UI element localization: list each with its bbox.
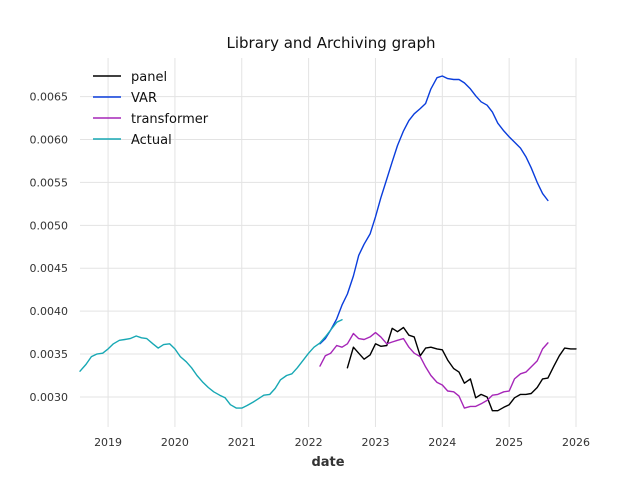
legend: panel VAR transformer Actual <box>93 70 209 148</box>
y-tick-label: 0.0065 <box>30 91 69 104</box>
series-line-panel <box>346 326 577 412</box>
x-tick-label: 2020 <box>161 436 189 449</box>
x-tick-label: 2023 <box>361 436 389 449</box>
series-lines <box>79 75 577 412</box>
x-tick-label: 2024 <box>428 436 456 449</box>
chart-title: Library and Archiving graph <box>227 34 436 52</box>
x-tick-label: 2021 <box>228 436 256 449</box>
legend-label: panel <box>131 70 167 85</box>
grid <box>80 58 577 427</box>
y-tick-label: 0.0045 <box>30 262 69 275</box>
y-tick-label: 0.0030 <box>30 391 69 404</box>
y-axis-ticks: 0.0030 0.0035 0.0040 0.0045 0.0050 0.0055 0.00… <box>30 91 69 404</box>
series-line-var <box>319 75 549 345</box>
x-axis-ticks: 2019 2020 2021 2022 2023 2024 2025 2026 <box>94 436 590 449</box>
y-tick-label: 0.0060 <box>30 134 69 147</box>
series-line-actual <box>79 319 343 409</box>
x-axis-label: date <box>311 455 344 470</box>
y-tick-label: 0.0040 <box>30 305 69 318</box>
legend-label: Actual <box>131 133 172 148</box>
y-tick-label: 0.0050 <box>30 219 69 232</box>
series-line-transformer <box>319 331 549 409</box>
x-tick-label: 2022 <box>295 436 323 449</box>
legend-label: VAR <box>131 91 157 106</box>
x-tick-label: 2025 <box>495 436 523 449</box>
x-tick-label: 2026 <box>562 436 590 449</box>
y-tick-label: 0.0035 <box>30 348 69 361</box>
legend-label: transformer <box>131 112 209 127</box>
x-tick-label: 2019 <box>94 436 122 449</box>
y-tick-label: 0.0055 <box>30 176 69 189</box>
